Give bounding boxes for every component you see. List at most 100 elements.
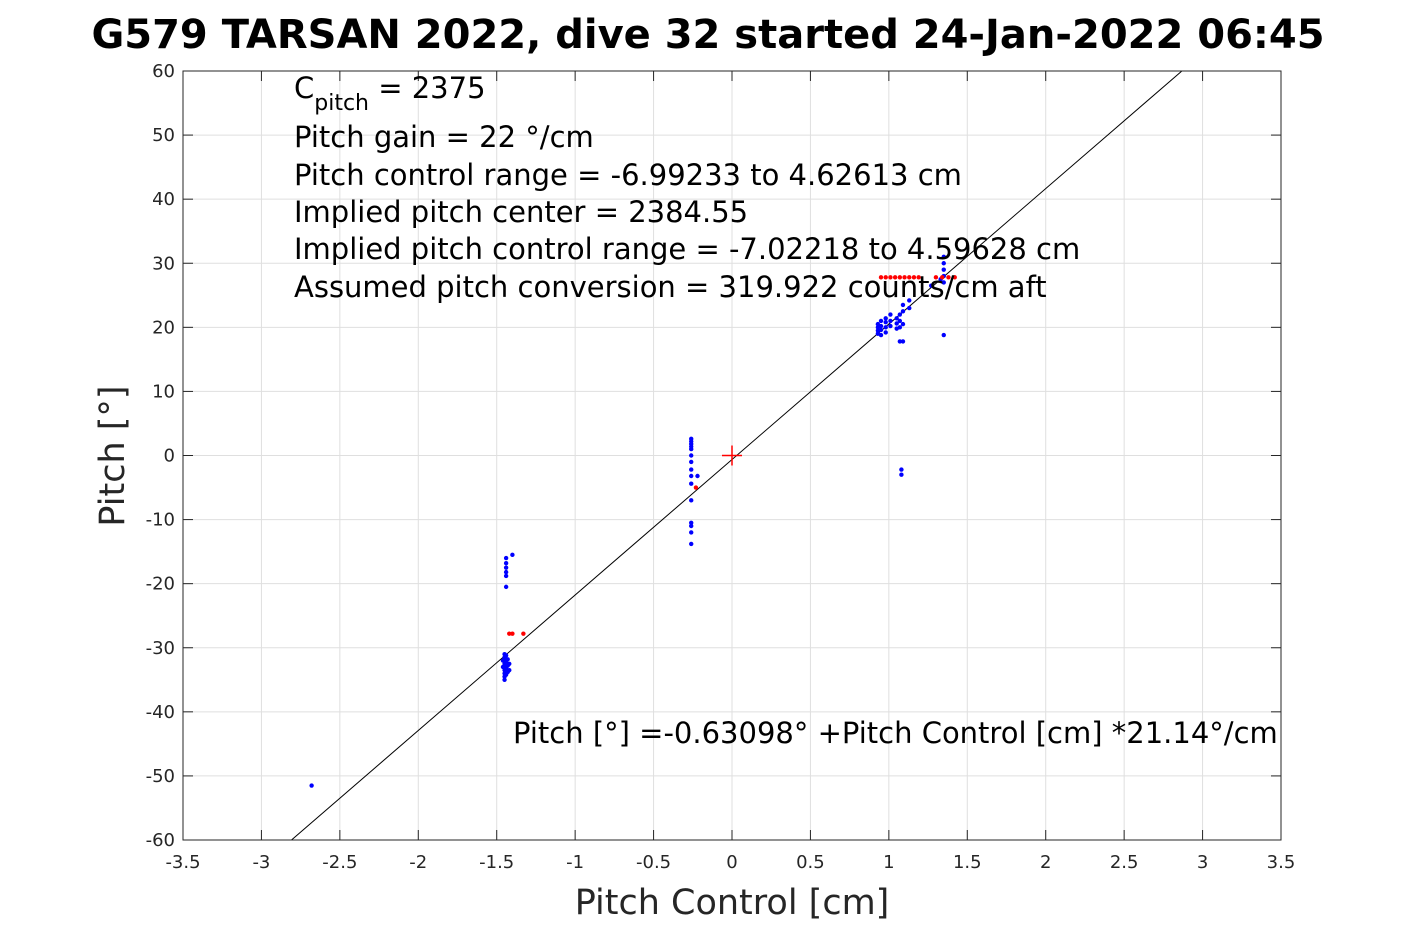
data-point <box>900 309 906 314</box>
data-point <box>507 661 512 666</box>
x-tick-label: 3.5 <box>1267 852 1296 873</box>
data-point <box>503 653 509 658</box>
data-point <box>689 541 694 547</box>
x-tick-label: -1.5 <box>479 852 514 873</box>
y-tick-label: -30 <box>146 638 175 659</box>
data-point <box>933 275 939 280</box>
y-tick-label: 30 <box>152 253 175 274</box>
data-point <box>899 467 904 472</box>
data-point <box>897 275 903 280</box>
data-point <box>907 275 912 280</box>
data-point <box>521 631 526 636</box>
data-point <box>897 339 903 344</box>
data-point <box>900 339 906 344</box>
data-point <box>883 316 888 321</box>
data-point <box>689 453 694 458</box>
data-point <box>500 664 506 670</box>
x-tick-label: 2.5 <box>1110 852 1139 873</box>
c-pitch-symbol: C <box>294 71 314 105</box>
x-tick-label: 3 <box>1197 852 1208 873</box>
y-tick-label: 0 <box>164 446 175 467</box>
data-point <box>941 332 946 338</box>
data-point <box>507 631 512 636</box>
data-point <box>899 472 904 477</box>
data-point <box>883 330 888 335</box>
data-point <box>878 318 884 324</box>
data-point <box>503 573 509 579</box>
data-point <box>941 280 946 285</box>
data-point <box>878 323 884 329</box>
annotation-assumed-conversion: Assumed pitch conversion = 319.922 count… <box>294 270 1047 304</box>
y-tick-label: -60 <box>146 830 175 851</box>
data-point <box>929 283 934 288</box>
data-point <box>907 298 912 303</box>
y-axis-ticks: 60 50 40 30 20 10 0 -10 -20 -30 -40 -50 -60 <box>146 61 1281 851</box>
data-point <box>900 302 906 308</box>
data-point <box>894 316 899 321</box>
data-point <box>689 530 694 535</box>
chart-title: G579 TARSAN 2022, dive 32 started 24-Jan… <box>91 12 1324 58</box>
data-point <box>883 320 888 325</box>
data-point <box>502 677 507 682</box>
x-axis-ticks: -3.5 -3 -2.5 -2 -1.5 -1 -0.5 0 0.5 1 1.5 2 2.5 3 3.5 <box>165 71 1295 873</box>
data-point <box>689 459 694 465</box>
data-point <box>689 473 694 479</box>
data-point <box>900 321 906 327</box>
data-point <box>693 485 699 490</box>
data-point <box>500 658 506 663</box>
data-point <box>883 275 888 280</box>
y-tick-label: -10 <box>146 510 175 531</box>
annotation-implied-range: Implied pitch control range = -7.02218 t… <box>294 232 1080 266</box>
data-points <box>309 254 957 788</box>
y-tick-label: 40 <box>152 189 175 210</box>
annotation-c-pitch: Cpitch = 2375 <box>294 71 486 116</box>
data-point <box>952 275 957 280</box>
data-point <box>695 473 700 479</box>
data-point <box>888 312 893 317</box>
x-tick-label: -1 <box>566 852 584 873</box>
data-point <box>689 467 694 472</box>
c-pitch-subscript: pitch <box>314 91 369 116</box>
x-tick-label: 1 <box>883 852 894 873</box>
data-point <box>888 323 893 329</box>
data-point <box>878 327 884 333</box>
x-tick-label: 1.5 <box>953 852 982 873</box>
data-point <box>888 275 893 280</box>
c-pitch-value: = 2375 <box>369 71 486 105</box>
annotation-block: Cpitch = 2375 Pitch gain = 22 °/cm Pitch… <box>294 71 1080 304</box>
data-point <box>907 305 912 311</box>
data-point <box>916 275 921 280</box>
data-point <box>902 275 907 280</box>
data-point <box>689 498 694 503</box>
y-tick-label: -50 <box>146 766 175 787</box>
data-point <box>878 275 884 280</box>
data-point <box>897 318 903 324</box>
x-tick-label: 2 <box>1040 852 1051 873</box>
data-point <box>941 254 946 260</box>
y-tick-label: 20 <box>152 317 175 338</box>
data-point <box>503 565 509 570</box>
data-point <box>505 657 510 662</box>
x-tick-label: -3.5 <box>165 852 200 873</box>
data-point <box>894 321 899 326</box>
data-point <box>911 275 917 280</box>
x-tick-label: -2 <box>409 852 427 873</box>
data-point <box>878 332 884 338</box>
data-point <box>309 783 314 788</box>
fit-equation: Pitch [°] =-0.63098° +Pitch Control [cm]… <box>513 716 1278 750</box>
data-point <box>689 523 694 529</box>
data-point <box>503 560 509 566</box>
y-tick-label: 60 <box>152 61 175 82</box>
annotation-pitch-gain: Pitch gain = 22 °/cm <box>294 120 594 154</box>
data-point <box>888 318 893 324</box>
y-tick-label: 50 <box>152 125 175 146</box>
data-point <box>941 267 946 272</box>
x-tick-label: -3 <box>252 852 270 873</box>
y-tick-label: -40 <box>146 702 175 723</box>
y-tick-label: -20 <box>146 574 175 595</box>
data-point <box>503 569 509 575</box>
data-point <box>689 481 694 486</box>
y-tick-label: 10 <box>152 381 175 402</box>
data-point <box>939 275 945 280</box>
